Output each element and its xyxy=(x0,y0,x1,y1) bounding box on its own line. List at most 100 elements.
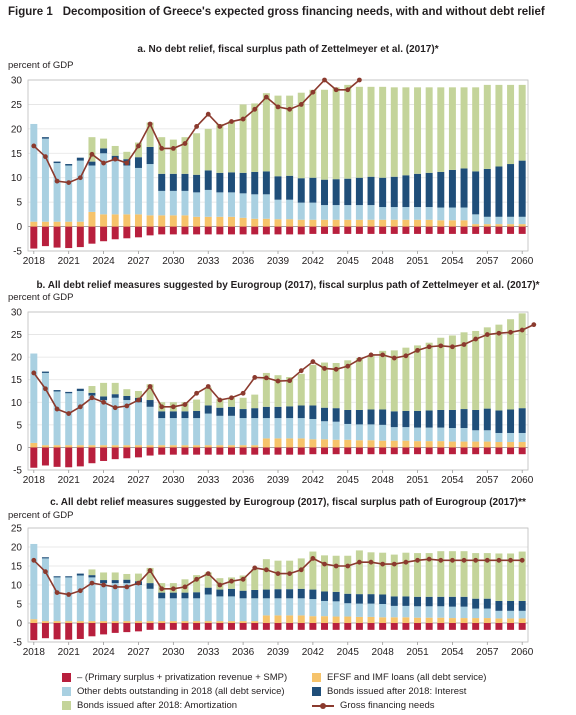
bar-primary xyxy=(518,226,526,234)
bar-efsf xyxy=(483,618,491,623)
gfn-point xyxy=(403,353,409,359)
bar-other xyxy=(483,608,491,619)
x-tick-label: 2051 xyxy=(406,475,429,486)
bar-efsf xyxy=(425,617,433,623)
bar-efsf xyxy=(204,445,212,448)
bar-efsf xyxy=(414,617,422,623)
bar-efsf xyxy=(448,618,456,623)
bar-primary xyxy=(41,226,49,247)
bar-interest xyxy=(181,411,189,419)
bar-other xyxy=(379,424,387,441)
bar-efsf xyxy=(402,617,410,623)
bar-interest xyxy=(193,174,201,193)
bar-efsf xyxy=(100,214,108,227)
bar-interest xyxy=(414,410,422,428)
legend-interest-label: Bonds issued after 2018: Interest xyxy=(327,686,467,697)
bar-interest xyxy=(76,157,84,161)
bar-primary xyxy=(507,226,515,234)
bar-other xyxy=(262,598,270,616)
panel-a-title: a. No debt relief, fiscal surplus path o… xyxy=(137,44,439,55)
bar-primary xyxy=(53,447,61,467)
bar-primary xyxy=(251,226,259,235)
bar-other xyxy=(379,604,387,618)
bar-amort xyxy=(414,87,422,174)
bar-other xyxy=(460,207,468,221)
bar-interest xyxy=(193,592,201,599)
bar-amort xyxy=(379,552,387,595)
bar-other xyxy=(123,583,131,622)
bar-other xyxy=(390,427,398,441)
bar-amort xyxy=(425,553,433,597)
x-tick-label: 2039 xyxy=(267,647,290,658)
bar-other xyxy=(65,577,73,622)
bar-primary xyxy=(53,623,61,640)
bar-interest xyxy=(460,596,468,607)
x-tick-label: 2033 xyxy=(197,647,220,658)
bar-amort xyxy=(239,397,247,410)
bar-other xyxy=(251,194,259,219)
bar-other xyxy=(76,160,84,222)
bar-other xyxy=(146,588,154,622)
bar-interest xyxy=(483,598,491,609)
bar-efsf xyxy=(379,219,387,227)
bar-interest xyxy=(169,173,177,191)
bar-interest xyxy=(321,591,328,601)
bar-efsf xyxy=(286,615,294,623)
bar-interest xyxy=(483,408,491,431)
bar-interest xyxy=(321,179,328,206)
bar-efsf xyxy=(65,445,73,448)
gfn-point xyxy=(101,160,106,166)
y-tick-label: 25 xyxy=(11,330,23,341)
gfn-point xyxy=(519,327,525,333)
bar-interest xyxy=(274,406,282,419)
bar-interest xyxy=(158,592,166,599)
bar-primary xyxy=(402,226,410,234)
bar-amort xyxy=(262,372,270,407)
bar-efsf xyxy=(193,216,201,227)
bar-efsf xyxy=(460,441,468,448)
bar-amort xyxy=(379,86,387,178)
bar-interest xyxy=(111,580,119,584)
bar-efsf xyxy=(425,219,433,227)
gfn-point xyxy=(229,578,234,584)
bar-primary xyxy=(169,447,177,455)
bar-interest xyxy=(41,557,49,559)
bar-other xyxy=(193,192,201,217)
bar-primary xyxy=(274,226,282,235)
gfn-point xyxy=(182,141,188,146)
bar-interest xyxy=(414,173,422,208)
bar-other xyxy=(239,598,247,622)
bar-primary xyxy=(193,447,201,455)
bar-other xyxy=(111,397,119,446)
x-tick-label: 2054 xyxy=(441,647,464,658)
bar-primary xyxy=(65,623,73,640)
bar-interest xyxy=(262,589,270,599)
bar-primary xyxy=(158,447,166,455)
bar-primary xyxy=(379,623,387,630)
bar-primary xyxy=(414,447,422,455)
bar-primary xyxy=(111,623,119,633)
bar-other xyxy=(344,603,352,617)
bar-primary xyxy=(309,447,317,455)
bar-efsf xyxy=(123,621,131,623)
bar-amort xyxy=(100,382,108,397)
bar-other xyxy=(239,193,247,218)
bar-interest xyxy=(460,409,468,429)
bar-interest xyxy=(88,392,96,396)
bar-amort xyxy=(146,567,154,584)
bar-primary xyxy=(460,226,468,234)
bar-interest xyxy=(507,409,515,433)
gfn-point xyxy=(333,563,339,569)
bar-efsf xyxy=(158,445,166,448)
bar-efsf xyxy=(402,440,410,448)
bar-amort xyxy=(100,572,108,581)
bar-efsf xyxy=(134,214,142,227)
x-tick-label: 2021 xyxy=(58,647,81,658)
bar-primary xyxy=(425,623,433,630)
bar-primary xyxy=(181,447,189,455)
gfn-point xyxy=(415,347,420,353)
bar-primary xyxy=(309,226,317,234)
gfn-point xyxy=(345,563,351,569)
bar-interest xyxy=(332,591,340,602)
gfn-point xyxy=(322,561,327,567)
